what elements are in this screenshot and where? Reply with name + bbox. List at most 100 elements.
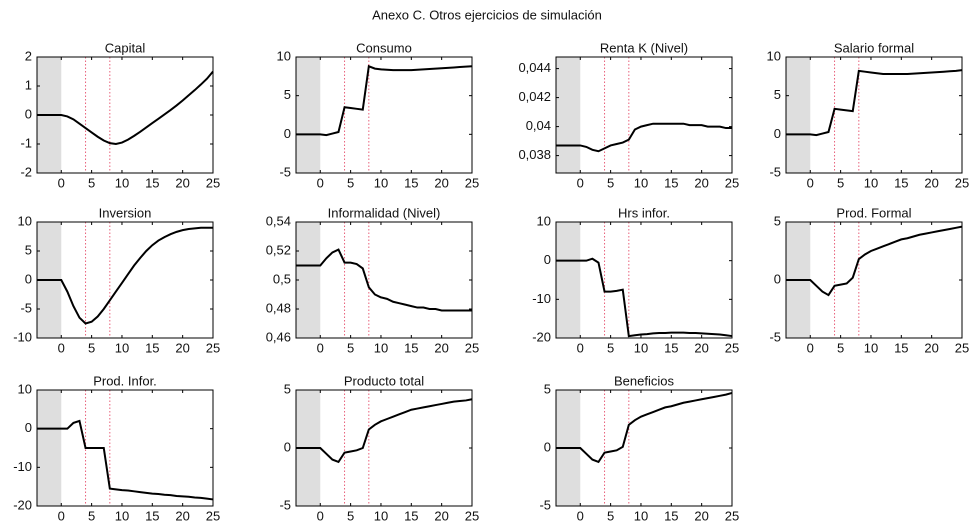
x-tick-label: 5 <box>607 175 614 190</box>
figure-title: Anexo C. Otros ejercicios de simulación <box>372 7 602 22</box>
x-tick-label: 5 <box>837 175 844 190</box>
x-tick-label: 5 <box>88 175 95 190</box>
panel-title: Prod. Infor. <box>93 373 157 388</box>
panel-title: Producto total <box>344 373 424 388</box>
data-line <box>37 70 214 146</box>
plot-frame <box>295 221 473 339</box>
x-tick-label: 10 <box>374 175 388 190</box>
x-tick-label: 25 <box>206 340 220 355</box>
data-line <box>786 225 963 297</box>
y-tick-label: -5 <box>20 300 32 315</box>
y-tick-label: 5 <box>774 87 781 102</box>
shaded-region <box>296 57 321 173</box>
x-tick-label: 5 <box>607 508 614 523</box>
y-tick-label: 0,46 <box>266 329 291 344</box>
plot-frame <box>555 389 733 507</box>
y-tick-label: -5 <box>769 329 781 344</box>
x-tick-label: 25 <box>955 175 969 190</box>
y-tick-label: 5 <box>284 381 291 396</box>
y-tick-label: 10 <box>767 48 781 63</box>
y-tick-label: 0 <box>774 126 781 141</box>
plot-frame <box>295 56 473 174</box>
x-tick-label: 0 <box>577 508 584 523</box>
x-tick-label: 10 <box>864 340 878 355</box>
x-tick-label: 20 <box>434 340 448 355</box>
x-tick-label: 25 <box>465 508 479 523</box>
x-tick-label: 15 <box>145 340 159 355</box>
y-tick-label: 0 <box>25 106 32 121</box>
x-tick-label: 25 <box>725 175 739 190</box>
y-tick-label: 10 <box>18 213 32 228</box>
plot-frame <box>36 389 214 507</box>
y-tick-label: 0,04 <box>526 118 551 133</box>
x-tick-label: 15 <box>404 508 418 523</box>
x-tick-label: 5 <box>347 340 354 355</box>
panel-title: Renta K (Nivel) <box>600 40 688 55</box>
y-tick-label: 0 <box>774 271 781 286</box>
x-tick-label: 10 <box>864 175 878 190</box>
x-tick-label: 15 <box>404 175 418 190</box>
y-tick-label: -5 <box>769 164 781 179</box>
shaded-region <box>556 57 581 173</box>
plot-frame <box>555 56 733 174</box>
data-line <box>786 69 963 137</box>
y-tick-label: -1 <box>20 135 32 150</box>
panel-title: Informalidad (Nivel) <box>328 205 441 220</box>
y-tick-label: -20 <box>13 497 32 512</box>
x-tick-label: 25 <box>955 340 969 355</box>
plot-frame <box>785 56 963 174</box>
y-tick-label: 0,48 <box>266 300 291 315</box>
y-tick-label: 5 <box>544 381 551 396</box>
y-tick-label: 0 <box>284 439 291 454</box>
plot-frame <box>785 221 963 339</box>
x-tick-label: 0 <box>577 340 584 355</box>
shaded-region <box>786 57 811 173</box>
y-tick-label: -10 <box>532 291 551 306</box>
plot-frame <box>555 221 733 339</box>
x-tick-label: 15 <box>404 340 418 355</box>
y-tick-label: 0 <box>544 439 551 454</box>
panel-title: Prod. Formal <box>836 205 911 220</box>
x-tick-label: 5 <box>347 175 354 190</box>
x-tick-label: 5 <box>347 508 354 523</box>
x-tick-label: 0 <box>807 175 814 190</box>
y-tick-label: 0 <box>25 420 32 435</box>
y-tick-label: -20 <box>532 329 551 344</box>
y-tick-label: 0,52 <box>266 242 291 257</box>
x-tick-label: 20 <box>924 175 938 190</box>
x-tick-label: 25 <box>465 175 479 190</box>
shaded-region <box>556 222 581 338</box>
x-tick-label: 5 <box>607 340 614 355</box>
x-tick-label: 20 <box>175 175 189 190</box>
x-tick-label: 10 <box>115 175 129 190</box>
y-tick-label: -10 <box>13 329 32 344</box>
panel-title: Consumo <box>356 40 412 55</box>
x-tick-label: 5 <box>88 508 95 523</box>
y-tick-label: -5 <box>279 164 291 179</box>
x-tick-label: 20 <box>694 340 708 355</box>
y-tick-label: 0 <box>25 271 32 286</box>
x-tick-label: 0 <box>58 508 65 523</box>
y-tick-label: -5 <box>279 497 291 512</box>
data-line <box>37 226 213 325</box>
y-tick-label: 1 <box>25 77 32 92</box>
y-tick-label: 10 <box>537 213 551 228</box>
shaded-region <box>296 222 321 338</box>
panel-title: Beneficios <box>614 373 674 388</box>
data-line <box>296 398 473 464</box>
x-tick-label: 0 <box>807 340 814 355</box>
x-tick-label: 5 <box>837 340 844 355</box>
x-tick-label: 25 <box>725 508 739 523</box>
y-tick-label: 0,54 <box>266 213 291 228</box>
x-tick-label: 10 <box>634 175 648 190</box>
shaded-region <box>37 390 62 506</box>
y-tick-label: 2 <box>25 48 32 63</box>
y-tick-label: -10 <box>13 459 32 474</box>
data-line <box>556 122 732 153</box>
y-tick-label: 0 <box>284 126 291 141</box>
panel-title: Capital <box>105 40 146 55</box>
y-tick-label: 0,5 <box>273 271 291 286</box>
x-tick-label: 15 <box>894 340 908 355</box>
x-tick-label: 25 <box>206 508 220 523</box>
